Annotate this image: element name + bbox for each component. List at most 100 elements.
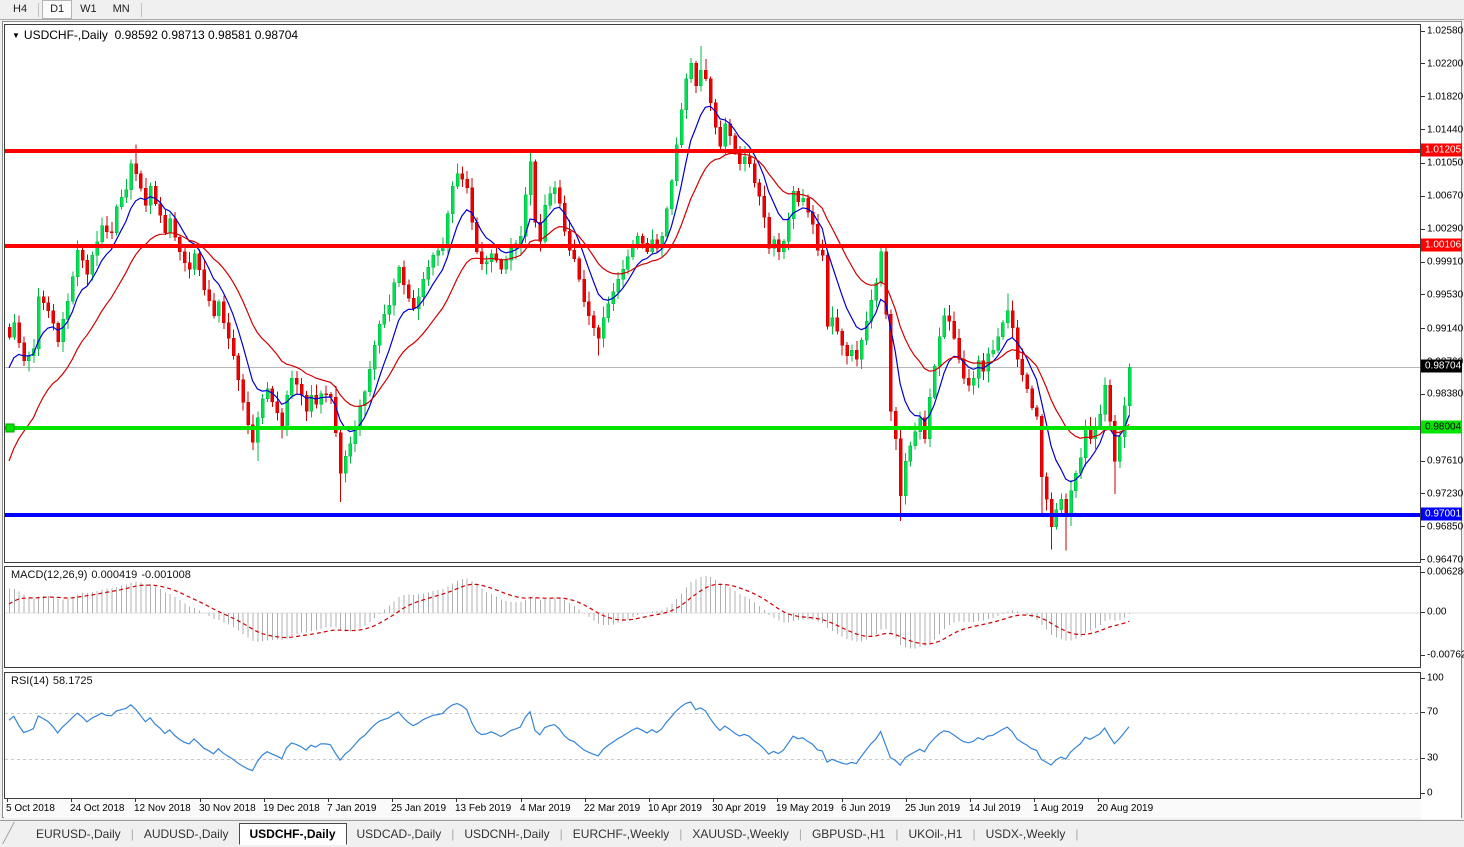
price-tick-label: 1.02200	[1427, 58, 1464, 70]
date-tick-label: 20 Aug 2019	[1097, 803, 1154, 814]
macd-signal-line	[8, 583, 1130, 645]
support-blue-price-badge: 0.97001	[1421, 507, 1462, 521]
tab-audusd-daily[interactable]: AUDUSD-,Daily	[143, 827, 229, 841]
price-tick-label: 0.96470	[1427, 554, 1464, 566]
toolbar-separator	[38, 2, 40, 17]
date-tick-mark	[1098, 799, 1099, 802]
price-tick-mark	[1421, 229, 1425, 230]
date-tick-mark	[713, 799, 714, 802]
tab-gbpusd-h1[interactable]: GBPUSD-,H1	[811, 827, 886, 841]
rsi-tick-label: 70	[1427, 706, 1439, 718]
price-tick-mark	[1421, 262, 1425, 263]
date-tick-mark	[1034, 799, 1035, 802]
macd-histogram	[9, 576, 1131, 649]
tab-usdchf-daily[interactable]: USDCHF-,Daily	[238, 823, 347, 845]
date-tick-mark	[264, 799, 265, 802]
tab-eurchf-weekly[interactable]: EURCHF-,Weekly	[572, 827, 670, 841]
rsi-tick-mark	[1421, 758, 1425, 759]
tab-usdx-weekly[interactable]: USDX-,Weekly	[985, 827, 1066, 841]
price-tick-mark	[1421, 461, 1425, 462]
date-tick-label: 6 Jun 2019	[841, 803, 891, 814]
date-tick-label: 1 Aug 2019	[1033, 803, 1084, 814]
tab-separator: |	[130, 827, 134, 841]
chart-ohlc-values: 0.98592 0.98713 0.98581 0.98704	[114, 28, 299, 42]
price-tick-mark	[1421, 31, 1425, 32]
date-tick-label: 24 Oct 2018	[70, 803, 125, 814]
support-green-handle[interactable]	[5, 423, 15, 433]
timeframe-button-d1[interactable]: D1	[42, 0, 73, 19]
price-tick-label: 0.99530	[1427, 289, 1464, 301]
tab-xauusd-weekly[interactable]: XAUUSD-,Weekly	[692, 827, 789, 841]
tab-separator: |	[1075, 827, 1079, 841]
timeframe-button-mn[interactable]: MN	[112, 3, 130, 15]
date-tick-mark	[649, 799, 650, 802]
tab-separator: |	[679, 827, 683, 841]
date-tick-mark	[71, 799, 72, 802]
rsi-tick-mark	[1421, 678, 1425, 679]
date-tick-mark	[521, 799, 522, 802]
price-tick-label: 0.97610	[1427, 455, 1464, 467]
macd-panel[interactable]: MACD(12,26,9) 0.000419 -0.001008	[4, 566, 1421, 668]
timeframe-toolbar: H4 D1 W1 MN	[0, 0, 1464, 20]
date-tick-label: 12 Nov 2018	[134, 803, 191, 814]
timeframe-button-h4[interactable]: H4	[13, 3, 28, 15]
price-tick-label: 1.02580	[1427, 25, 1464, 37]
date-tick-label: 10 Apr 2019	[648, 803, 702, 814]
macd-indicator-label: MACD(12,26,9)	[11, 569, 88, 581]
price-axis[interactable]: 1.02580 1.02200 1.01820 1.01440 1.01050 1.006…	[1421, 22, 1464, 819]
price-tick-label: 1.01440	[1427, 124, 1464, 136]
macd-tick-label: 0.006286	[1427, 566, 1464, 578]
rsi-tick-label: 100	[1427, 672, 1444, 684]
candles	[7, 45, 1132, 551]
tab-ukoil-h1[interactable]: UKOil-,H1	[908, 827, 963, 841]
date-tick-mark	[585, 799, 586, 802]
price-tick-label: 0.96850	[1427, 521, 1464, 533]
rsi-value: 58.1725	[52, 675, 93, 687]
ma-fast-blue	[8, 105, 1130, 483]
price-tick-label: 1.00670	[1427, 190, 1464, 202]
macd-tick-label: 0.00	[1427, 606, 1447, 618]
date-tick-mark	[7, 799, 8, 802]
tab-usdcnh-daily[interactable]: USDCNH-,Daily	[464, 827, 550, 841]
tab-separator: |	[559, 827, 563, 841]
date-tick-label: 22 Mar 2019	[584, 803, 641, 814]
date-tick-label: 19 Dec 2018	[263, 803, 320, 814]
price-tick-mark	[1421, 129, 1425, 130]
date-tick-label: 25 Jun 2019	[905, 803, 961, 814]
price-tick-mark	[1421, 96, 1425, 97]
date-tick-mark	[842, 799, 843, 802]
price-tick-mark	[1421, 63, 1425, 64]
price-tick-label: 1.01050	[1427, 157, 1464, 169]
date-axis[interactable]: 5 Oct 2018 24 Oct 2018 12 Nov 2018 30 Nov 2…	[4, 799, 1421, 818]
toolbar-separator	[140, 2, 142, 17]
rsi-canvas[interactable]	[5, 673, 1420, 798]
support-green-price-badge: 0.98004	[1421, 420, 1462, 434]
chevron-down-icon[interactable]: ▼	[12, 31, 20, 40]
ma-slow-red	[8, 152, 1130, 462]
date-tick-label: 25 Jan 2019	[391, 803, 447, 814]
date-tick-mark	[392, 799, 393, 802]
price-tick-label: 1.01820	[1427, 91, 1464, 103]
date-tick-label: 30 Apr 2019	[712, 803, 766, 814]
date-tick-mark	[328, 799, 329, 802]
date-tick-label: 30 Nov 2018	[199, 803, 256, 814]
tab-eurusd-daily[interactable]: EURUSD-,Daily	[36, 827, 121, 841]
macd-tick-mark	[1421, 612, 1425, 613]
timeframe-button-w1[interactable]: W1	[80, 3, 97, 15]
date-tick-mark	[135, 799, 136, 802]
rsi-tick-mark	[1421, 793, 1425, 794]
macd-main-value: 0.000419	[91, 569, 138, 581]
price-tick-label: 0.99140	[1427, 323, 1464, 335]
date-tick-mark	[970, 799, 971, 802]
tab-separator: |	[798, 827, 802, 841]
tab-usdcad-daily[interactable]: USDCAD-,Daily	[356, 827, 442, 841]
price-tick-mark	[1421, 163, 1425, 164]
chart-symbol-label: USDCHF-,Daily	[23, 28, 108, 42]
rsi-panel[interactable]: RSI(14) 58.1725	[4, 672, 1421, 799]
date-tick-label: 4 Mar 2019	[520, 803, 571, 814]
main-chart-canvas[interactable]	[5, 25, 1420, 562]
main-chart-panel[interactable]: ▼ USDCHF-,Daily 0.98592 0.98713 0.98581 0…	[4, 24, 1421, 563]
chart-tab-bar: EURUSD-,Daily | AUDUSD-,Daily USDCHF-,Daily…	[0, 820, 1464, 847]
macd-canvas[interactable]	[5, 567, 1420, 667]
